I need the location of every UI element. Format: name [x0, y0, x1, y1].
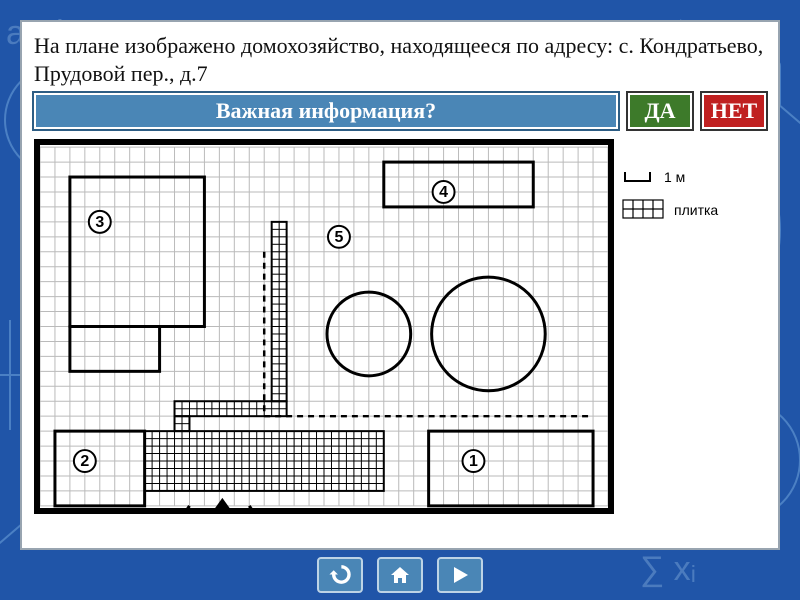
content-card: На плане изображено домохозяйство, наход… [20, 20, 780, 550]
plan-area: 1 2 3 4 5 1 м плитка [34, 139, 766, 514]
nav-home-button[interactable] [377, 557, 423, 593]
question-row: Важная информация? ДА НЕТ [34, 93, 766, 129]
nav-bar [0, 550, 800, 600]
question-box: Важная информация? [34, 93, 618, 129]
legend-tile: плитка [622, 199, 762, 221]
legend: 1 м плитка [622, 139, 762, 514]
legend-meter: 1 м [622, 169, 762, 185]
svg-text:1: 1 [469, 453, 478, 470]
nav-next-button[interactable] [437, 557, 483, 593]
plan-svg: 1 2 3 4 5 [40, 145, 608, 508]
legend-tile-label: плитка [674, 202, 718, 218]
nav-back-button[interactable] [317, 557, 363, 593]
svg-text:4: 4 [439, 184, 448, 201]
yes-button[interactable]: ДА [628, 93, 692, 129]
svg-text:2: 2 [80, 453, 89, 470]
svg-text:5: 5 [335, 229, 344, 246]
description-text: На плане изображено домохозяйство, наход… [34, 32, 766, 87]
svg-text:3: 3 [95, 214, 104, 231]
no-button[interactable]: НЕТ [702, 93, 766, 129]
legend-meter-label: 1 м [664, 169, 685, 185]
floor-plan: 1 2 3 4 5 [34, 139, 614, 514]
